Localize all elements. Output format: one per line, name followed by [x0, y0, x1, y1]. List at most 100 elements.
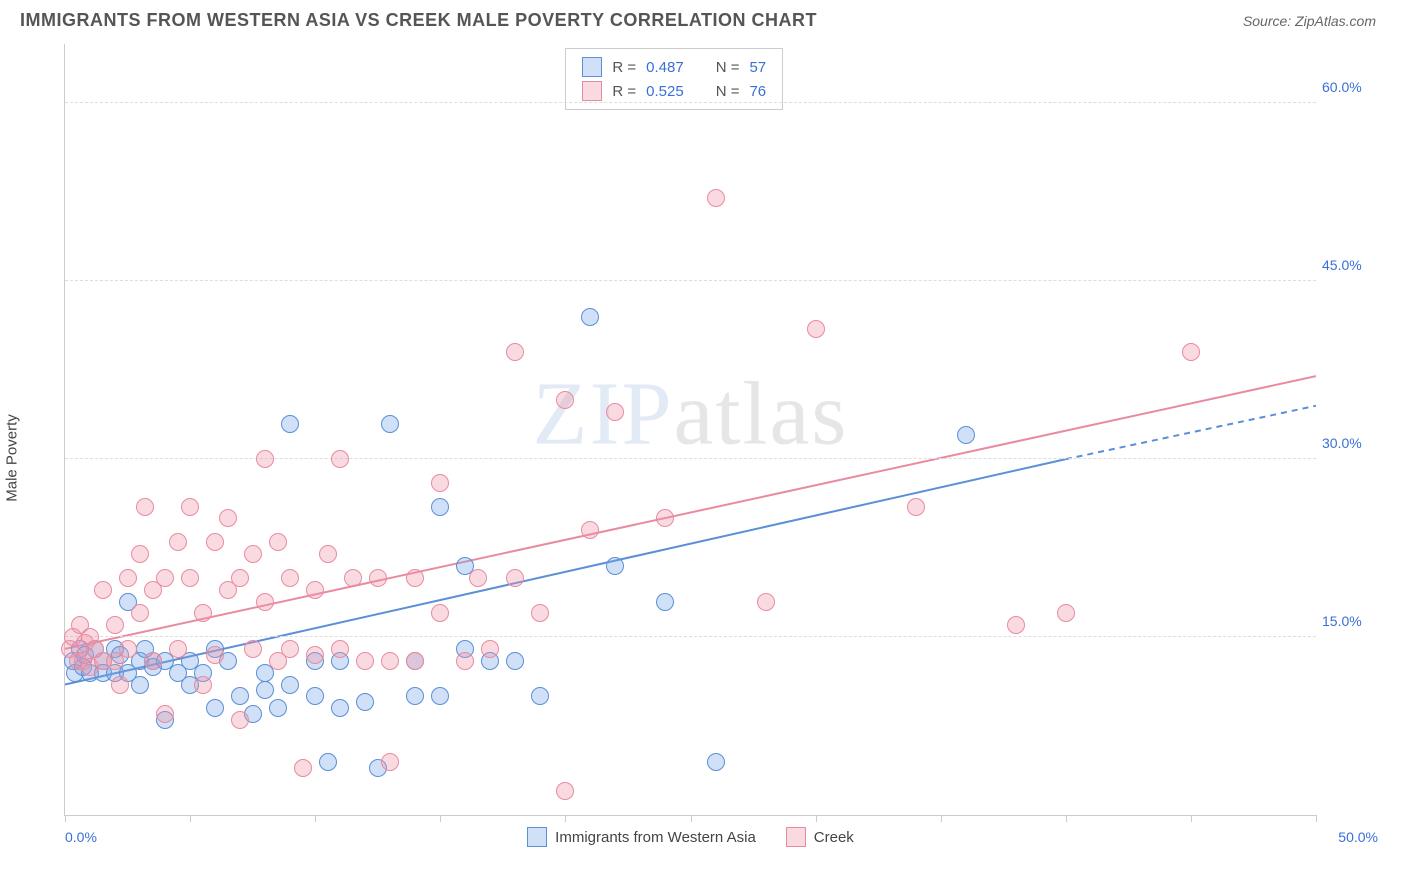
data-point — [556, 391, 574, 409]
data-point — [581, 308, 599, 326]
y-tick-label: 30.0% — [1322, 435, 1378, 451]
data-point — [431, 498, 449, 516]
header: IMMIGRANTS FROM WESTERN ASIA VS CREEK MA… — [0, 0, 1406, 37]
data-point — [231, 687, 249, 705]
data-point — [131, 545, 149, 563]
data-point — [807, 320, 825, 338]
swatch-a-icon — [582, 57, 602, 77]
data-point — [406, 652, 424, 670]
data-point — [656, 593, 674, 611]
data-point — [381, 415, 399, 433]
data-point — [119, 569, 137, 587]
data-point — [381, 652, 399, 670]
data-point — [306, 581, 324, 599]
data-point — [181, 498, 199, 516]
x-tick — [1191, 815, 1192, 822]
data-point — [94, 581, 112, 599]
data-point — [131, 604, 149, 622]
data-point — [356, 693, 374, 711]
data-point — [119, 640, 137, 658]
data-point — [344, 569, 362, 587]
watermark: ZIPatlas — [533, 363, 849, 466]
x-tick — [691, 815, 692, 822]
swatch-a-icon — [527, 827, 547, 847]
series-legend: Immigrants from Western Asia Creek — [65, 827, 1316, 847]
data-point — [331, 450, 349, 468]
data-point — [281, 640, 299, 658]
data-point — [406, 687, 424, 705]
data-point — [456, 652, 474, 670]
data-point — [331, 640, 349, 658]
x-tick — [190, 815, 191, 822]
y-axis-label: Male Poverty — [4, 414, 21, 502]
data-point — [231, 569, 249, 587]
swatch-b-icon — [582, 81, 602, 101]
data-point — [331, 699, 349, 717]
data-point — [294, 759, 312, 777]
x-tick — [941, 815, 942, 822]
data-point — [106, 616, 124, 634]
data-point — [136, 498, 154, 516]
x-tick-label: 50.0% — [1338, 829, 1378, 845]
data-point — [531, 687, 549, 705]
data-point — [156, 705, 174, 723]
data-point — [481, 640, 499, 658]
data-point — [244, 545, 262, 563]
data-point — [306, 687, 324, 705]
data-point — [219, 509, 237, 527]
scatter-plot: ZIPatlas R = 0.487 N = 57 R = 0.525 N = … — [64, 44, 1316, 816]
data-point — [957, 426, 975, 444]
correlation-legend: R = 0.487 N = 57 R = 0.525 N = 76 — [565, 48, 783, 110]
data-point — [707, 753, 725, 771]
x-tick — [65, 815, 66, 822]
data-point — [144, 652, 162, 670]
legend-item-b: Creek — [786, 827, 854, 847]
data-point — [156, 569, 174, 587]
data-point — [281, 569, 299, 587]
legend-row-a: R = 0.487 N = 57 — [582, 55, 766, 79]
data-point — [506, 652, 524, 670]
data-point — [281, 415, 299, 433]
swatch-b-icon — [786, 827, 806, 847]
data-point — [256, 681, 274, 699]
data-point — [757, 593, 775, 611]
chart-container: Male Poverty ZIPatlas R = 0.487 N = 57 R… — [20, 44, 1386, 872]
data-point — [406, 569, 424, 587]
chart-title: IMMIGRANTS FROM WESTERN ASIA VS CREEK MA… — [20, 10, 817, 31]
data-point — [356, 652, 374, 670]
grid-line — [65, 636, 1316, 637]
data-point — [131, 676, 149, 694]
data-point — [656, 509, 674, 527]
data-point — [431, 474, 449, 492]
data-point — [206, 699, 224, 717]
data-point — [194, 676, 212, 694]
data-point — [707, 189, 725, 207]
data-point — [506, 569, 524, 587]
y-tick-label: 45.0% — [1322, 257, 1378, 273]
data-point — [231, 711, 249, 729]
data-point — [606, 557, 624, 575]
data-point — [194, 604, 212, 622]
grid-line — [65, 280, 1316, 281]
data-point — [269, 699, 287, 717]
data-point — [206, 533, 224, 551]
data-point — [256, 593, 274, 611]
data-point — [169, 533, 187, 551]
source-attribution: Source: ZipAtlas.com — [1243, 13, 1376, 29]
data-point — [181, 569, 199, 587]
data-point — [111, 676, 129, 694]
data-point — [319, 753, 337, 771]
y-tick-label: 60.0% — [1322, 79, 1378, 95]
data-point — [269, 533, 287, 551]
data-point — [1182, 343, 1200, 361]
data-point — [306, 646, 324, 664]
data-point — [431, 687, 449, 705]
x-tick — [816, 815, 817, 822]
data-point — [556, 782, 574, 800]
data-point — [206, 646, 224, 664]
data-point — [1057, 604, 1075, 622]
x-tick — [315, 815, 316, 822]
y-tick-label: 15.0% — [1322, 613, 1378, 629]
data-point — [606, 403, 624, 421]
data-point — [256, 450, 274, 468]
